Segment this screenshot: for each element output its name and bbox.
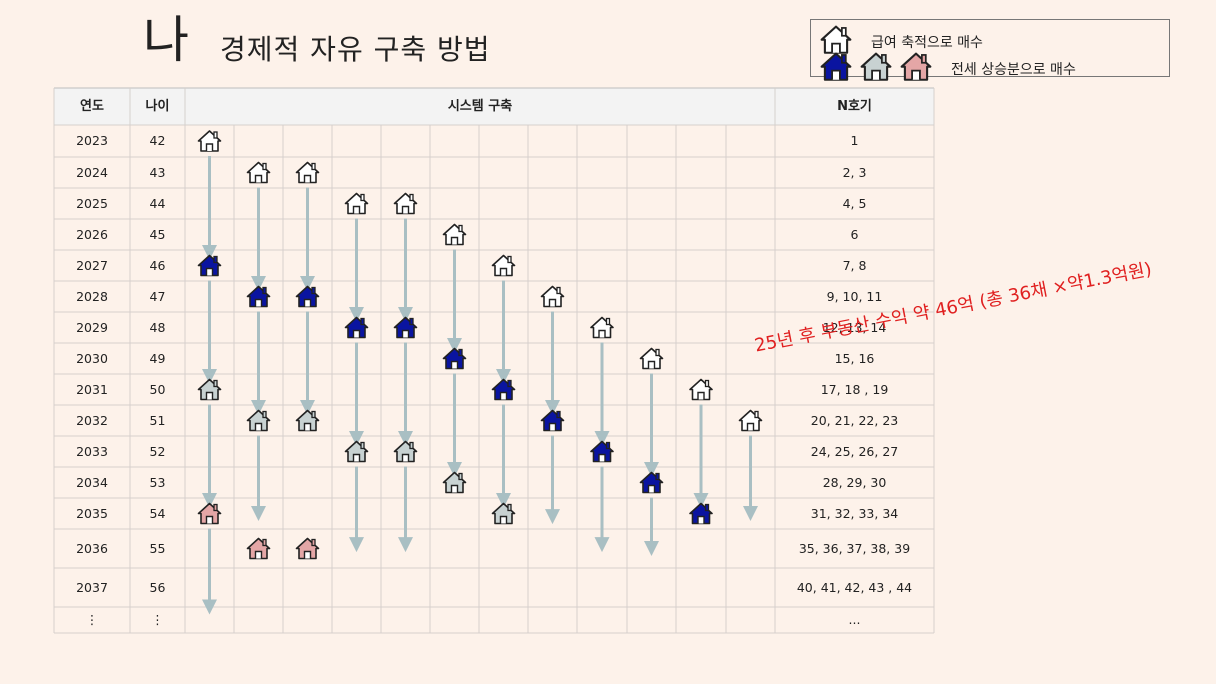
legend: 급여 축적으로 매수 전세 상승분으로 매수 bbox=[810, 19, 1170, 81]
house-gray-icon bbox=[860, 52, 892, 81]
cell-age: 46 bbox=[149, 258, 166, 273]
house-blue-icon bbox=[540, 409, 565, 432]
house-pink-icon bbox=[246, 537, 271, 560]
cell-n: 6 bbox=[850, 227, 859, 242]
cell-n: 12, 13, 14 bbox=[822, 320, 887, 335]
cell-n: 24, 25, 26, 27 bbox=[810, 444, 899, 459]
cell-n: 20, 21, 22, 23 bbox=[810, 413, 899, 428]
cell-year: 2023 bbox=[76, 133, 108, 148]
cell-age: 43 bbox=[149, 165, 166, 180]
house-blue-icon bbox=[295, 285, 320, 308]
house-gray-icon bbox=[197, 378, 222, 401]
cell-year: 2029 bbox=[76, 320, 108, 335]
legend-row-jeonse: 전세 상승분으로 매수 bbox=[819, 51, 1076, 86]
cell-age: 44 bbox=[149, 196, 166, 211]
cell-age: 49 bbox=[149, 351, 166, 366]
house-gray-icon bbox=[442, 471, 467, 494]
cell-year: 2027 bbox=[76, 258, 108, 273]
house-outline-icon bbox=[246, 161, 271, 184]
legend-row-salary: 급여 축적으로 매수 bbox=[819, 24, 983, 59]
house-blue-icon bbox=[442, 347, 467, 370]
house-pink-icon bbox=[900, 52, 932, 81]
house-outline-icon bbox=[689, 378, 713, 401]
house-outline-icon bbox=[197, 130, 222, 152]
house-outline-icon bbox=[820, 25, 852, 54]
house-pink-icon bbox=[295, 537, 320, 560]
header-n: N호기 bbox=[837, 99, 872, 114]
cell-year: 2030 bbox=[76, 351, 108, 366]
house-blue-icon bbox=[393, 316, 418, 339]
house-blue-icon bbox=[246, 285, 271, 308]
cell-year: 2034 bbox=[76, 475, 108, 490]
cell-n: 31, 32, 33, 34 bbox=[810, 506, 899, 521]
house-outline-icon bbox=[491, 254, 516, 277]
cell-n: 35, 36, 37, 38, 39 bbox=[798, 541, 911, 556]
cell-age: ⋮ bbox=[151, 612, 164, 627]
house-outline-icon bbox=[295, 161, 320, 184]
cell-age: 47 bbox=[149, 289, 166, 304]
house-gray-icon bbox=[491, 502, 516, 525]
house-blue-icon bbox=[491, 378, 516, 401]
title-main: 나 bbox=[143, 11, 189, 69]
cell-n: 9, 10, 11 bbox=[826, 289, 883, 304]
title-subtitle: 경제적 자유 구축 방법 bbox=[220, 33, 491, 66]
house-gray-icon bbox=[246, 409, 271, 432]
cell-year: 2033 bbox=[76, 444, 108, 459]
header-age: 나이 bbox=[145, 99, 170, 114]
cell-age: 52 bbox=[149, 444, 166, 459]
house-outline-icon bbox=[639, 347, 664, 370]
cell-n: 1 bbox=[850, 133, 859, 148]
house-pink-icon bbox=[197, 502, 222, 525]
house-blue-icon bbox=[197, 254, 222, 277]
house-blue-icon bbox=[344, 316, 369, 339]
cell-year: 2035 bbox=[76, 506, 108, 521]
cell-n: ... bbox=[848, 612, 861, 627]
cell-n: 15, 16 bbox=[834, 351, 875, 366]
cell-n: 4, 5 bbox=[842, 196, 867, 211]
house-outline-icon bbox=[393, 192, 418, 215]
house-outline-icon bbox=[540, 285, 565, 308]
house-outline-icon bbox=[738, 409, 763, 432]
legend-label-jeonse: 전세 상승분으로 매수 bbox=[951, 61, 1076, 78]
cell-age: 42 bbox=[149, 133, 166, 148]
cell-n: 17, 18 , 19 bbox=[820, 382, 889, 397]
cell-age: 51 bbox=[149, 413, 166, 428]
house-gray-icon bbox=[295, 409, 320, 432]
header-system: 시스템 구축 bbox=[447, 99, 513, 114]
house-outline-icon bbox=[344, 192, 369, 215]
legend-label-salary: 급여 축적으로 매수 bbox=[871, 34, 983, 51]
cell-year: 2036 bbox=[76, 541, 108, 556]
cell-n: 40, 41, 42, 43 , 44 bbox=[796, 580, 913, 595]
cell-age: 54 bbox=[149, 506, 166, 521]
cell-year: 2028 bbox=[76, 289, 108, 304]
cell-age: 48 bbox=[149, 320, 166, 335]
legend-icons-salary bbox=[819, 24, 859, 59]
house-outline-icon bbox=[442, 223, 467, 246]
cell-year: 2031 bbox=[76, 382, 108, 397]
cell-year: ⋮ bbox=[85, 612, 99, 627]
cell-year: 2037 bbox=[76, 580, 108, 595]
house-blue-icon bbox=[820, 52, 852, 81]
cell-age: 56 bbox=[149, 580, 166, 595]
cell-year: 2024 bbox=[76, 165, 108, 180]
cell-n: 7, 8 bbox=[842, 258, 867, 273]
header-year: 연도 bbox=[80, 99, 104, 114]
house-blue-icon bbox=[590, 440, 614, 463]
cell-n: 28, 29, 30 bbox=[822, 475, 887, 490]
cell-year: 2026 bbox=[76, 227, 108, 242]
cell-n: 2, 3 bbox=[842, 165, 867, 180]
house-blue-icon bbox=[639, 471, 664, 494]
house-blue-icon bbox=[689, 502, 713, 525]
cell-year: 2025 bbox=[76, 196, 108, 211]
cell-age: 55 bbox=[149, 541, 166, 556]
house-outline-icon bbox=[590, 316, 614, 339]
cell-year: 2032 bbox=[76, 413, 108, 428]
cell-age: 53 bbox=[149, 475, 166, 490]
legend-icons-jeonse bbox=[819, 51, 939, 86]
cell-age: 45 bbox=[149, 227, 166, 242]
house-gray-icon bbox=[393, 440, 418, 463]
house-gray-icon bbox=[344, 440, 369, 463]
cell-age: 50 bbox=[149, 382, 166, 397]
